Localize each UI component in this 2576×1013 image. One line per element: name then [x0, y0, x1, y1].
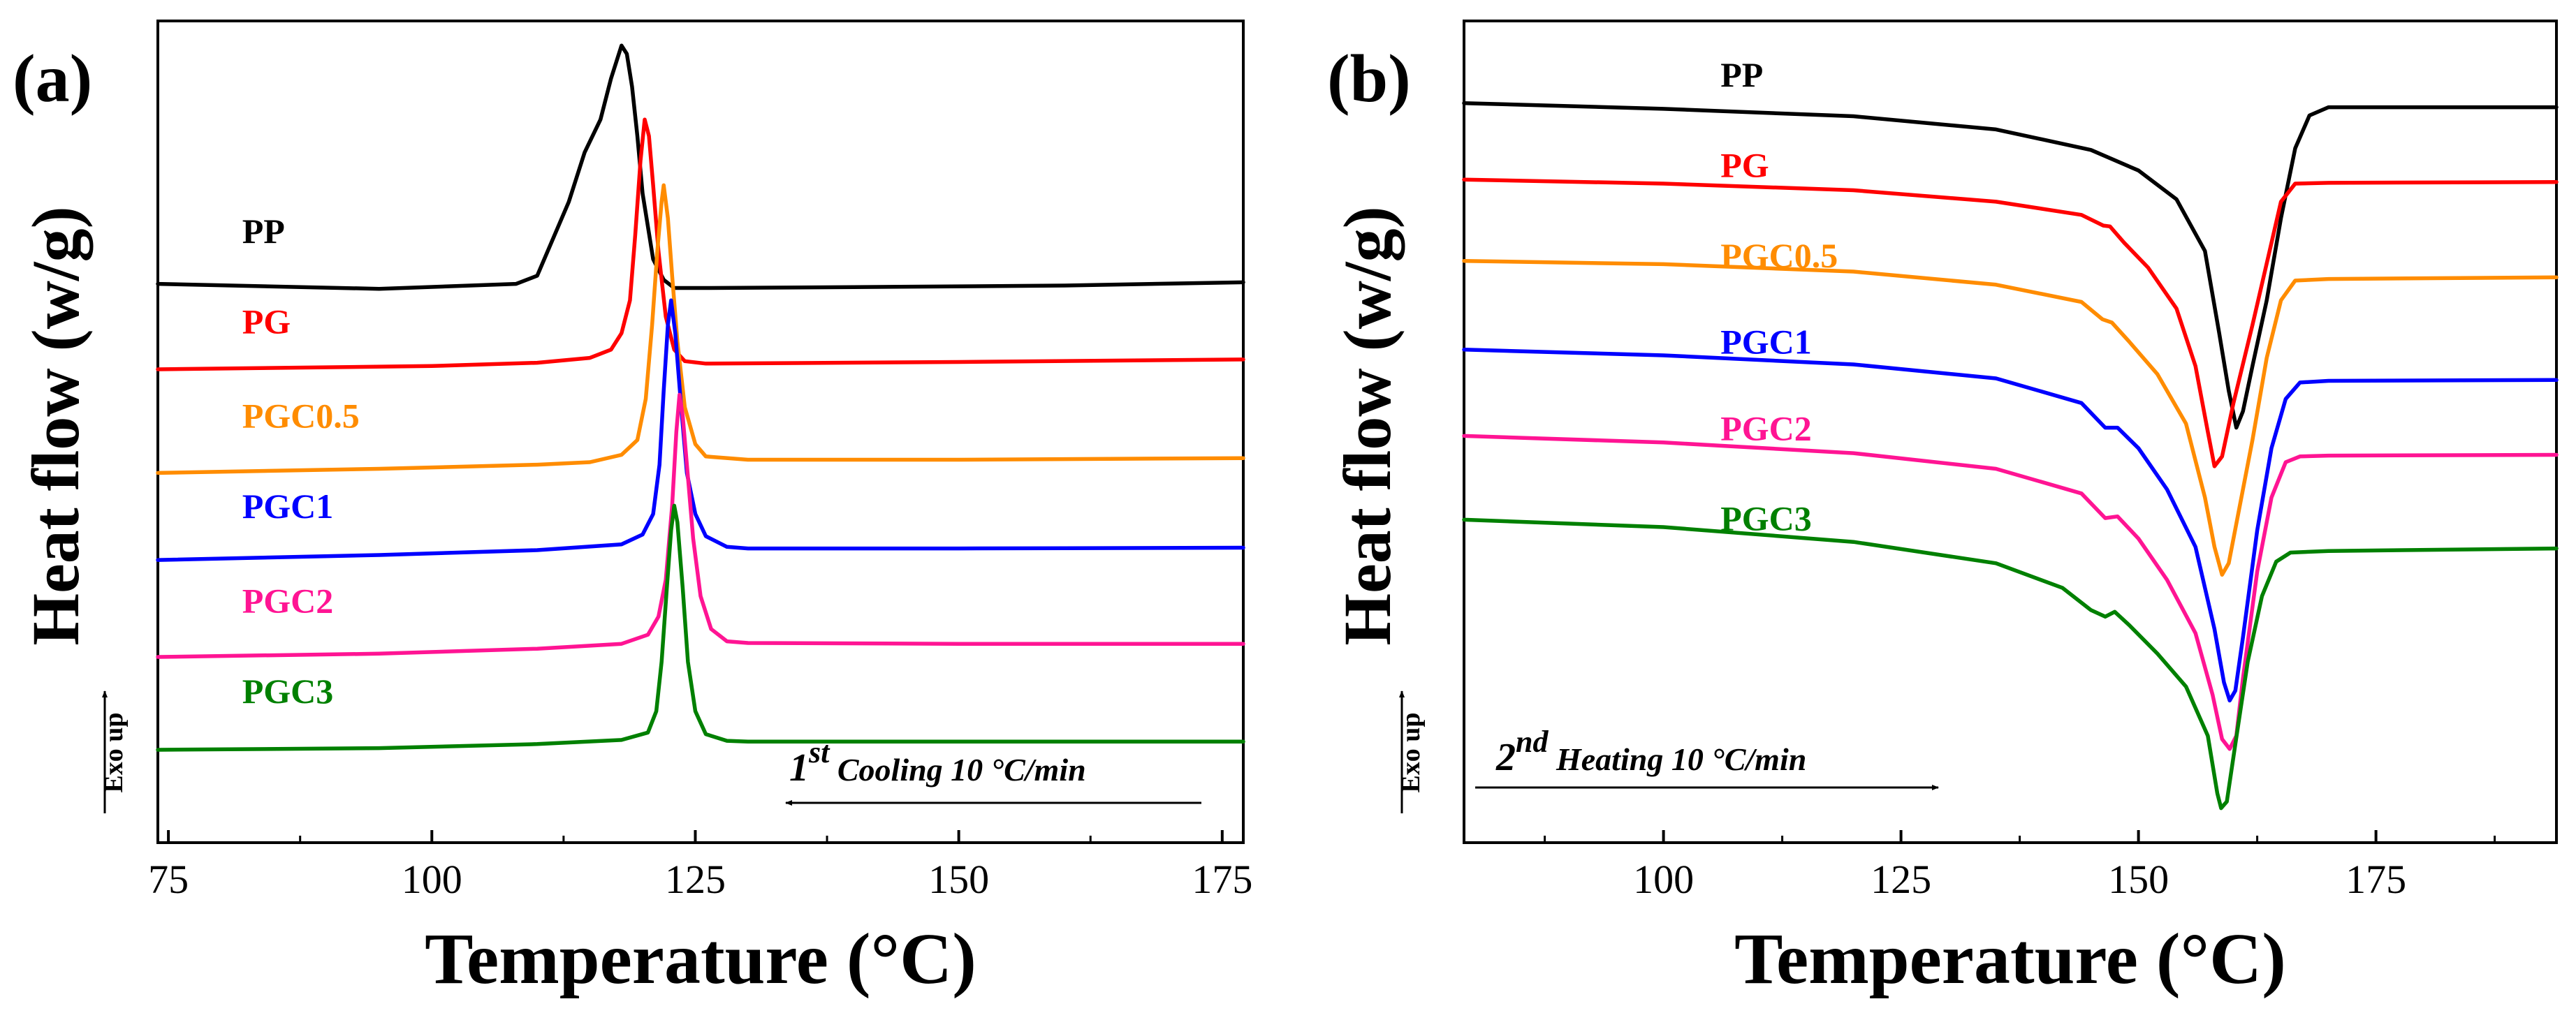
series-line-PGC3	[1462, 517, 2559, 811]
x-tick-label: 75	[148, 857, 189, 902]
series-label-PGC2: PGC2	[242, 581, 334, 620]
y-axis-label: Heat flow (w/g)	[18, 206, 93, 645]
series-line-PGC3	[156, 503, 1245, 752]
series-label-PP: PP	[242, 212, 285, 251]
exo-up-label: Exo up	[99, 712, 129, 792]
plot-frame	[1463, 20, 2558, 844]
plot-frame	[156, 20, 1245, 844]
series-label-PGC1: PGC1	[242, 487, 334, 526]
series-line-PGC1	[1462, 348, 2559, 703]
series-line-PP	[1462, 101, 2559, 430]
series-label-PG: PG	[1720, 146, 1769, 185]
annotation-base: 1	[789, 746, 809, 790]
series-line-PGC2	[1462, 434, 2559, 751]
annotation-text: 1st Cooling 10 °C/min	[789, 735, 1086, 790]
annotation-sup: nd	[1516, 725, 1549, 759]
exo-up-label: Exo up	[1396, 712, 1426, 792]
series-line-PGC1	[156, 298, 1245, 562]
x-axis-label: Temperature (°C)	[1734, 919, 2286, 999]
annotation-text: 2nd Heating 10 °C/min	[1495, 725, 1806, 779]
x-tick-label: 100	[402, 857, 462, 902]
panel-label: (b)	[1327, 41, 1411, 117]
x-tick-label: 125	[665, 857, 726, 902]
x-tick-label: 175	[2346, 857, 2406, 902]
x-tick-label: 100	[1633, 857, 1694, 902]
series-label-PGC3: PGC3	[242, 672, 334, 711]
series-line-PGC0.5	[1462, 258, 2559, 577]
annotation-base: 2	[1495, 736, 1516, 779]
series-line-PG	[1462, 177, 2559, 468]
series-label-PGC1: PGC1	[1720, 323, 1812, 362]
series-label-PGC0.5: PGC0.5	[1720, 236, 1838, 275]
series-line-PGC2	[156, 392, 1245, 659]
series-line-PG	[156, 117, 1245, 371]
x-axis-label: Temperature (°C)	[425, 919, 976, 999]
x-tick-label: 150	[928, 857, 989, 902]
series-label-PGC0.5: PGC0.5	[242, 397, 360, 436]
x-tick-label: 125	[1871, 857, 1931, 902]
annotation-sup: st	[808, 735, 830, 769]
annotation-rest: Heating 10 °C/min	[1548, 741, 1806, 777]
series-line-PGC0.5	[156, 183, 1245, 475]
series-label-PG: PG	[242, 302, 291, 341]
annotation-rest: Cooling 10 °C/min	[829, 752, 1085, 788]
x-tick-label: 175	[1192, 857, 1252, 902]
series-label-PGC3: PGC3	[1720, 499, 1812, 538]
panel-a: 75 100 125 150 175 PP PG PGC0.5 PGC1 PGC2 PGC3 (a) H…	[13, 20, 1252, 999]
panel-b: 100 125 150 175 PP PG PGC0.5 PGC1 PGC2 PGC3 (b) Hea…	[1327, 20, 2559, 999]
series-line-PP	[156, 43, 1245, 291]
panel-label: (a)	[13, 41, 92, 117]
y-axis-label: Heat flow (w/g)	[1330, 206, 1405, 645]
x-tick-label: 150	[2108, 857, 2169, 902]
series-label-PP: PP	[1720, 55, 1763, 94]
series-label-PGC2: PGC2	[1720, 408, 1812, 448]
